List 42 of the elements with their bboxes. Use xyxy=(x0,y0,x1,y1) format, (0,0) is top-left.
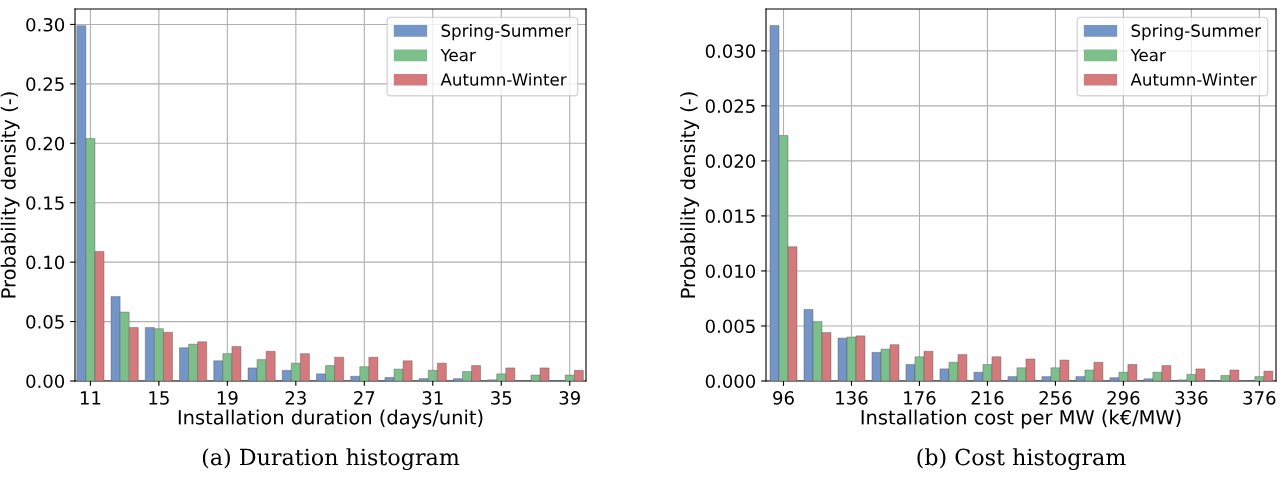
x-tick-label: 35 xyxy=(491,391,512,405)
legend-label: Spring-Summer xyxy=(1131,24,1261,41)
x-tick-label: 336 xyxy=(1175,391,1208,405)
text: (b) Cost histogram xyxy=(917,448,1126,470)
y-tick-label: 0.25 xyxy=(26,77,64,91)
x-tick-label: 27 xyxy=(354,391,375,405)
x-axis-title: Installation cost per MW (k€/MW) xyxy=(861,409,1181,429)
x-tick-label: 96 xyxy=(773,391,794,405)
x-tick-label: 19 xyxy=(217,391,238,405)
y-tick-label: 0.30 xyxy=(26,17,65,32)
x-tick-label: 136 xyxy=(836,391,868,405)
y-tick-label: 0.05 xyxy=(26,315,64,329)
y-tick-label: 0.025 xyxy=(705,99,755,113)
y-tick-label: 0.030 xyxy=(705,44,756,58)
y-tick-label: 0.00 xyxy=(26,374,65,389)
x-tick-label: 39 xyxy=(559,391,580,405)
x-tick-label: 176 xyxy=(904,391,936,405)
legend-label: Autumn-Winter xyxy=(440,72,567,86)
x-tick-label: 376 xyxy=(1243,391,1276,405)
x-tick-label: 23 xyxy=(285,391,306,405)
text: (a) Duration histogram xyxy=(202,448,460,470)
y-tick-label: 0.15 xyxy=(26,196,64,210)
x-tick-label: 11 xyxy=(80,391,101,405)
x-tick-label: 31 xyxy=(422,391,443,405)
x-axis-title: Installation duration (days/unit) xyxy=(178,409,483,429)
x-tick-label: 256 xyxy=(1039,391,1072,405)
y-tick-label: 0.20 xyxy=(26,136,65,151)
y-tick-label: 0.005 xyxy=(705,319,755,334)
y-tick-label: 0.000 xyxy=(705,374,756,389)
y-tick-label: 0.015 xyxy=(705,209,755,224)
legend-label: Year xyxy=(440,48,476,62)
y-axis-title: Probability density (-) xyxy=(0,92,20,298)
x-tick-label: 216 xyxy=(971,391,1004,405)
y-axis-title: Probability density (-) xyxy=(680,92,700,298)
y-tick-label: 0.020 xyxy=(705,154,756,168)
y-tick-label: 0.010 xyxy=(705,264,756,279)
legend-label: Autumn-Winter xyxy=(1130,72,1257,86)
legend-label: Year xyxy=(1130,48,1166,62)
x-tick-label: 15 xyxy=(149,391,169,405)
legend-label: Spring-Summer xyxy=(441,24,571,41)
y-tick-label: 0.10 xyxy=(26,255,65,270)
x-tick-label: 296 xyxy=(1107,391,1140,405)
